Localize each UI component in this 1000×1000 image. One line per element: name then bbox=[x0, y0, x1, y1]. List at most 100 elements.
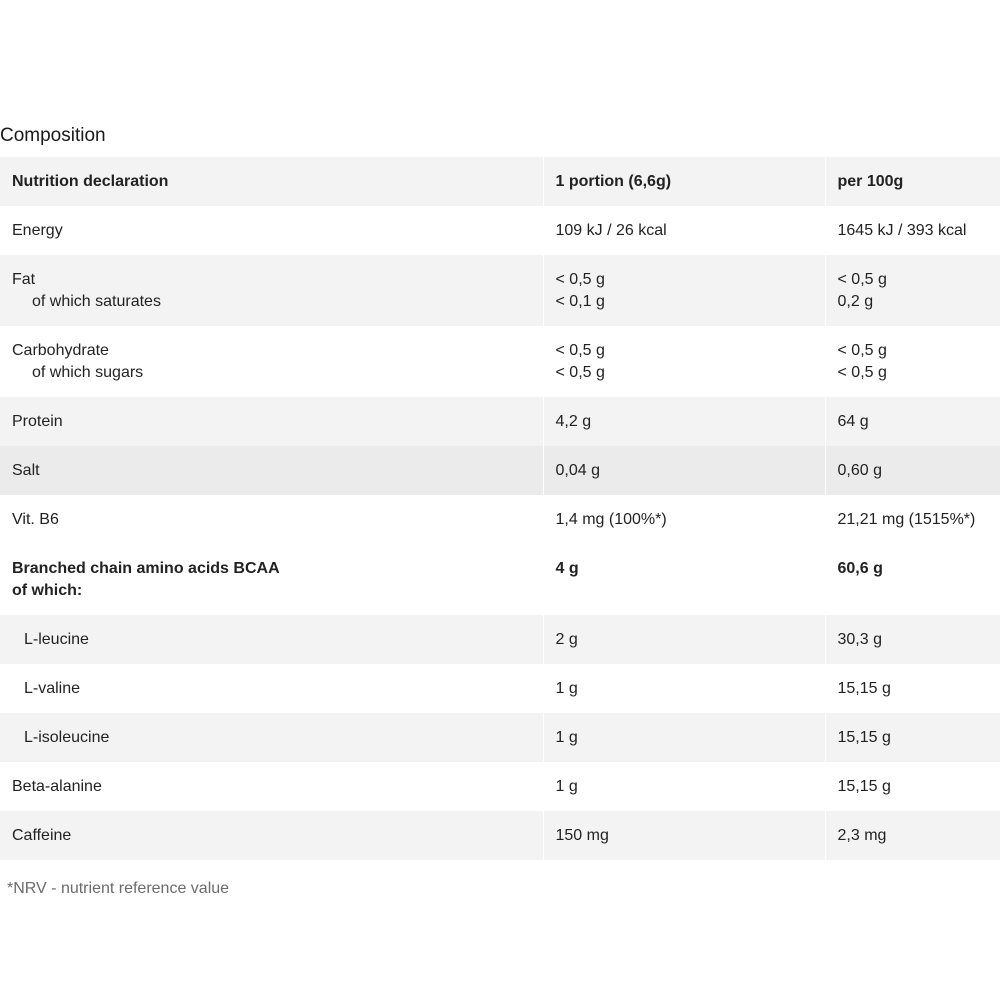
cell-line: 1 g bbox=[555, 778, 578, 795]
table-cell: Branched chain amino acids BCAA of which: bbox=[0, 544, 543, 615]
cell-line: 15,15 g bbox=[837, 778, 891, 795]
table-cell: < 0,5 g < 0,5 g bbox=[542, 326, 825, 397]
table-row: L-leucine 2 g 30,3 g bbox=[0, 615, 1000, 664]
cell-line: 1 g bbox=[555, 680, 578, 697]
table-cell: 1 g bbox=[542, 762, 825, 811]
table-row: Caffeine 150 mg 2,3 mg bbox=[0, 811, 1000, 860]
table-cell: Caffeine bbox=[0, 811, 543, 860]
cell-line: 0,60 g bbox=[837, 462, 882, 479]
cell-line: of which: bbox=[12, 582, 83, 599]
table-row: Vit. B6 1,4 mg (100%*) 21,21 mg (1515%*) bbox=[0, 495, 1000, 544]
table-cell: 15,15 g bbox=[824, 664, 1000, 713]
table-cell: < 0,5 g 0,2 g bbox=[824, 255, 1000, 326]
cell-line: Caffeine bbox=[12, 827, 72, 844]
header-cell: 1 portion (6,6g) bbox=[542, 157, 825, 206]
table-cell: 1 g bbox=[542, 664, 825, 713]
section-title: Composition bbox=[0, 125, 106, 146]
table-row: Energy 109 kJ / 26 kcal 1645 kJ / 393 kcal bbox=[0, 206, 1000, 255]
table-cell: Fat of which saturates bbox=[0, 255, 543, 326]
cell-line: < 0,1 g bbox=[555, 293, 605, 310]
cell-line: 4,2 g bbox=[555, 413, 592, 430]
table-cell: 0,60 g bbox=[824, 446, 1000, 495]
cell-line: 150 mg bbox=[555, 827, 609, 844]
header-cell: Nutrition declaration bbox=[12, 173, 169, 190]
cell-line: Beta-alanine bbox=[12, 778, 102, 795]
table-cell: 60,6 g bbox=[824, 544, 1000, 615]
table-cell: 15,15 g bbox=[824, 713, 1000, 762]
table-cell: < 0,5 g < 0,5 g bbox=[824, 326, 1000, 397]
table-row: Protein 4,2 g 64 g bbox=[0, 397, 1000, 446]
cell-line: 2 g bbox=[555, 631, 578, 648]
table-cell: 1 g bbox=[542, 713, 825, 762]
cell-line: 0,04 g bbox=[555, 462, 600, 479]
cell-line: 1 g bbox=[555, 729, 578, 746]
cell-line: Protein bbox=[12, 413, 63, 430]
cell-line: 1,4 mg (100%*) bbox=[555, 511, 667, 528]
cell-line: Salt bbox=[12, 462, 40, 479]
cell-line: < 0,5 g bbox=[837, 342, 887, 359]
table-cell: Carbohydrate of which sugars bbox=[0, 326, 543, 397]
cell-line: 21,21 mg (1515%*) bbox=[837, 511, 976, 528]
table-cell: L-valine bbox=[0, 664, 543, 713]
table-row: Branched chain amino acids BCAA of which:… bbox=[0, 544, 1000, 615]
cell-line: of which saturates bbox=[32, 293, 161, 310]
table-row: Carbohydrate of which sugars < 0,5 g < 0,5 … bbox=[0, 326, 1000, 397]
cell-line: 30,3 g bbox=[837, 631, 882, 648]
cell-line: L-valine bbox=[24, 680, 81, 697]
table-cell: 2 g bbox=[542, 615, 825, 664]
cell-line: Fat bbox=[12, 271, 36, 288]
cell-line: 1645 kJ / 393 kcal bbox=[837, 222, 967, 239]
table-row: Salt 0,04 g 0,60 g bbox=[0, 446, 1000, 495]
cell-line: Energy bbox=[12, 222, 63, 239]
cell-line: 109 kJ / 26 kcal bbox=[555, 222, 667, 239]
header-row: Nutrition declaration 1 portion (6,6g) per… bbox=[0, 157, 1000, 206]
cell-line: < 0,5 g bbox=[837, 364, 887, 381]
cell-line: Vit. B6 bbox=[12, 511, 59, 528]
table-cell: 15,15 g bbox=[824, 762, 1000, 811]
table-row: Fat of which saturates < 0,5 g < 0,1 g < 0,5… bbox=[0, 255, 1000, 326]
table-row: L-isoleucine 1 g 15,15 g bbox=[0, 713, 1000, 762]
table-cell: Energy bbox=[0, 206, 543, 255]
cell-line: Branched chain amino acids BCAA bbox=[12, 560, 280, 577]
table-row: L-valine 1 g 15,15 g bbox=[0, 664, 1000, 713]
cell-line: Carbohydrate bbox=[12, 342, 109, 359]
table-cell: L-leucine bbox=[0, 615, 543, 664]
cell-line: 15,15 g bbox=[837, 729, 891, 746]
cell-line: < 0,5 g bbox=[837, 271, 887, 288]
nutrition-table: Nutrition declaration 1 portion (6,6g) per… bbox=[0, 157, 1000, 860]
footnote: *NRV - nutrient reference value bbox=[7, 880, 230, 897]
cell-line: 15,15 g bbox=[837, 680, 891, 697]
cell-line: L-isoleucine bbox=[24, 729, 110, 746]
table-cell: Vit. B6 bbox=[0, 495, 543, 544]
table-cell: 4,2 g bbox=[542, 397, 825, 446]
table-cell: 1,4 mg (100%*) bbox=[542, 495, 825, 544]
table-cell: 109 kJ / 26 kcal bbox=[542, 206, 825, 255]
table-cell: 2,3 mg bbox=[824, 811, 1000, 860]
cell-line: L-leucine bbox=[24, 631, 89, 648]
cell-line: 2,3 mg bbox=[837, 827, 887, 844]
table-cell: 150 mg bbox=[542, 811, 825, 860]
table-cell: < 0,5 g < 0,1 g bbox=[542, 255, 825, 326]
table-cell: L-isoleucine bbox=[0, 713, 543, 762]
table-cell: Protein bbox=[0, 397, 543, 446]
cell-line: 60,6 g bbox=[837, 560, 883, 577]
table-body: Nutrition declaration 1 portion (6,6g) per… bbox=[0, 157, 1000, 860]
cell-line: 64 g bbox=[837, 413, 869, 430]
cell-line: 4 g bbox=[555, 560, 579, 577]
header-cell: per 100g bbox=[824, 157, 1000, 206]
cell-line: < 0,5 g bbox=[555, 364, 605, 381]
table-cell: 21,21 mg (1515%*) bbox=[824, 495, 1000, 544]
table-cell: Beta-alanine bbox=[0, 762, 543, 811]
cell-line: < 0,5 g bbox=[555, 342, 605, 359]
cell-line: < 0,5 g bbox=[555, 271, 605, 288]
table-cell: Salt bbox=[0, 446, 543, 495]
table-cell: 4 g bbox=[542, 544, 825, 615]
table-row: Beta-alanine 1 g 15,15 g bbox=[0, 762, 1000, 811]
table-cell: 1645 kJ / 393 kcal bbox=[824, 206, 1000, 255]
table-cell: 64 g bbox=[824, 397, 1000, 446]
cell-line: of which sugars bbox=[32, 364, 144, 381]
table-cell: 30,3 g bbox=[824, 615, 1000, 664]
cell-line: 0,2 g bbox=[837, 293, 874, 310]
table-cell: 0,04 g bbox=[542, 446, 825, 495]
